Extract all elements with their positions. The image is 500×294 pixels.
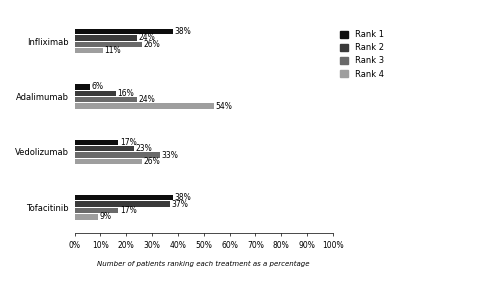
Bar [74, 146, 134, 151]
Bar [74, 208, 118, 213]
Text: 54%: 54% [216, 101, 232, 111]
Text: 6%: 6% [92, 82, 104, 91]
Legend: Rank 1, Rank 2, Rank 3, Rank 4: Rank 1, Rank 2, Rank 3, Rank 4 [340, 30, 384, 78]
Text: 24%: 24% [138, 95, 155, 104]
Text: 38%: 38% [174, 27, 191, 36]
Text: 37%: 37% [172, 200, 188, 208]
Bar [74, 159, 142, 164]
Bar [74, 152, 160, 158]
Bar [74, 214, 98, 220]
Text: 9%: 9% [100, 212, 112, 221]
X-axis label: Number of patients ranking each treatment as a percentage: Number of patients ranking each treatmen… [98, 261, 310, 267]
Text: 38%: 38% [174, 193, 191, 202]
Bar [74, 91, 116, 96]
Bar [74, 84, 90, 90]
Bar [74, 29, 172, 34]
Text: 26%: 26% [144, 40, 160, 49]
Text: 17%: 17% [120, 138, 137, 147]
Bar [74, 97, 136, 103]
Bar [74, 195, 172, 201]
Text: 23%: 23% [136, 144, 152, 153]
Bar [74, 103, 214, 109]
Text: 16%: 16% [118, 89, 134, 98]
Bar [74, 201, 170, 207]
Bar [74, 48, 103, 54]
Text: 26%: 26% [144, 157, 160, 166]
Bar [74, 35, 136, 41]
Text: 33%: 33% [162, 151, 178, 160]
Bar [74, 140, 118, 145]
Text: 17%: 17% [120, 206, 137, 215]
Bar [74, 41, 142, 47]
Text: 24%: 24% [138, 34, 155, 42]
Text: 11%: 11% [104, 46, 121, 55]
